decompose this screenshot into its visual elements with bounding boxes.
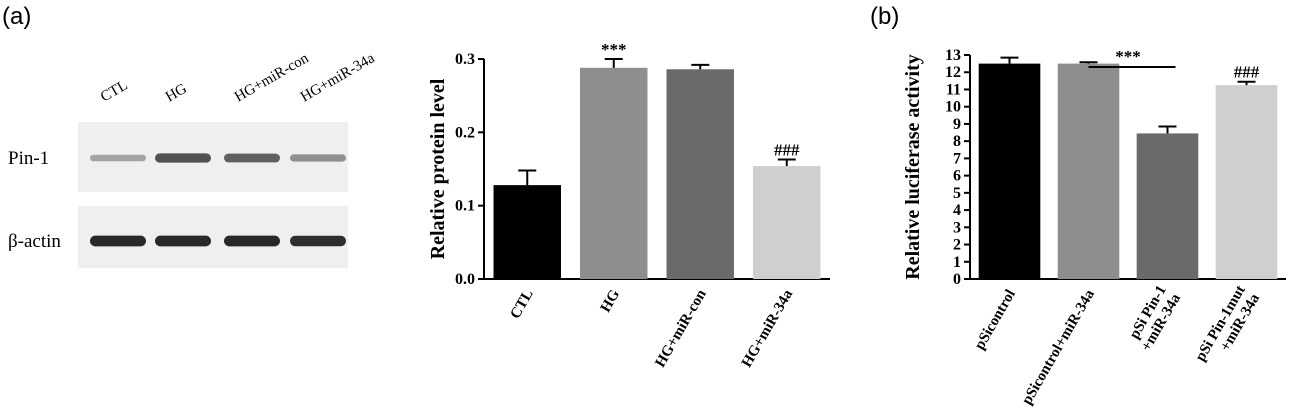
bar <box>753 166 821 279</box>
y-tick-label: 11 <box>946 81 961 98</box>
blot-band <box>155 153 211 163</box>
y-tick-label: 0.0 <box>455 271 475 288</box>
bar <box>493 185 561 279</box>
blot-band <box>90 154 146 162</box>
significance-label: *** <box>601 40 627 59</box>
bar <box>1215 85 1278 280</box>
category-label: HG <box>598 287 624 315</box>
bar <box>978 63 1041 279</box>
bar <box>580 67 648 279</box>
y-tick-label: 5 <box>953 185 961 202</box>
category-label: HG+miR-34a <box>739 287 797 371</box>
blot-row-label: Pin-1 <box>8 148 49 169</box>
y-tick-label: 6 <box>953 168 961 185</box>
blot-lane-label: HG+miR-con <box>232 50 312 105</box>
blot-lane-label: CTL <box>98 77 131 105</box>
y-tick-label: 1 <box>953 254 961 271</box>
blot-band <box>224 153 280 163</box>
y-axis-label: Relative luciferase activity <box>902 54 924 279</box>
category-label: CTL <box>507 287 536 322</box>
panel-b-letter: (b) <box>870 3 899 30</box>
significance-label: ### <box>1234 63 1260 82</box>
y-tick-label: 2 <box>953 237 961 254</box>
y-tick-label: 4 <box>953 202 961 219</box>
y-tick-label: 0.3 <box>455 51 475 68</box>
y-tick-label: 0.2 <box>455 124 475 141</box>
blot-lane-label: HG+miR-34a <box>298 50 378 105</box>
panel-a-letter: (a) <box>2 3 31 30</box>
category-label: HG+miR-con <box>652 286 710 370</box>
y-tick-label: 12 <box>945 64 961 81</box>
blot-band <box>224 235 280 247</box>
y-tick-label: 13 <box>945 47 961 64</box>
blot-row-label: β-actin <box>8 231 61 252</box>
significance-label: ### <box>774 140 800 159</box>
category-label: pSicontrol+miR-34a <box>1019 287 1098 408</box>
category-label: pSicontrol <box>972 287 1019 353</box>
bar <box>1057 63 1120 279</box>
protein-level-chart: 0.0 0.1 0.2 0.3 Relative protein level CTL ***… <box>427 40 830 370</box>
blot-band <box>290 154 346 162</box>
category-label: pSi Pin-1+miR-34a <box>1124 282 1184 354</box>
y-axis-label: Relative protein level <box>427 78 449 259</box>
bar <box>666 69 734 280</box>
y-tick-label: 8 <box>953 133 961 150</box>
y-tick-label: 10 <box>945 99 961 116</box>
bracket-label: *** <box>1115 47 1141 66</box>
blot-band <box>290 235 346 247</box>
y-tick-label: 0.1 <box>455 198 475 215</box>
y-tick-label: 3 <box>953 219 961 236</box>
blot-band <box>155 235 211 247</box>
y-tick-label: 9 <box>953 116 961 133</box>
y-tick-label: 0 <box>953 271 961 288</box>
blot-lane-label: HG <box>163 81 190 106</box>
bar <box>1136 133 1199 279</box>
y-tick-label: 7 <box>953 150 961 167</box>
blot-rows: Pin-1 β-actin <box>8 122 348 268</box>
category-label: pSi Pin-1mut+miR-34a <box>1193 282 1264 372</box>
blot-band <box>90 235 146 247</box>
